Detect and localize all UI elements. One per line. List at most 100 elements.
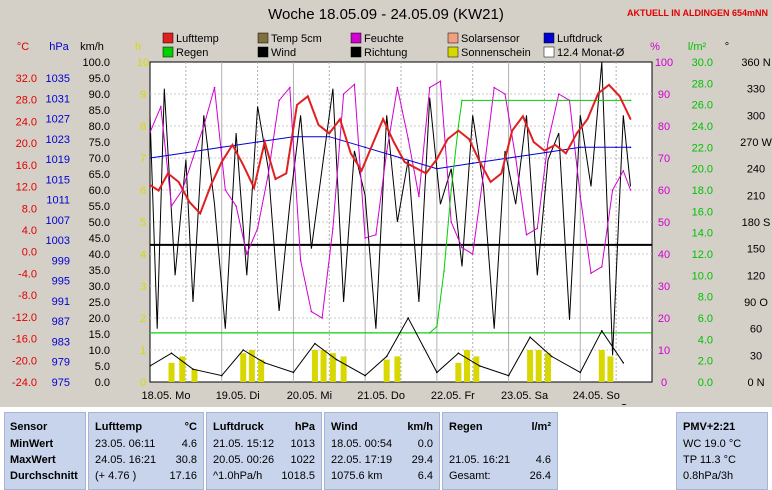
- percent-tick-label: 80: [658, 121, 670, 133]
- data-point: [342, 93, 345, 95]
- rain-tick-label: 8.0: [698, 292, 713, 304]
- data-point: [371, 144, 374, 146]
- speed-tick-label: 55.0: [89, 201, 110, 213]
- legend-label: Regen: [176, 47, 208, 59]
- data-point: [263, 141, 266, 143]
- data-point: [557, 93, 560, 95]
- hour-tick-label: 0: [140, 377, 146, 389]
- data-point: [364, 374, 366, 377]
- data-point: [296, 104, 298, 106]
- rain-tick-label: 26.0: [692, 100, 713, 112]
- plot-layer: [150, 62, 652, 382]
- sunshine-bar: [311, 350, 318, 382]
- pressure-unit: hPa: [294, 421, 315, 433]
- data-point: [242, 164, 245, 166]
- speed-tick-label: 20.0: [89, 313, 110, 325]
- weather-chart: 32.028.024.020.016.012.08.04.00.0-4.0-8.…: [12, 32, 772, 405]
- pressure-avg-value: 1018.5: [281, 470, 315, 482]
- data-point: [407, 138, 409, 140]
- wind-avg-value: 6.4: [417, 470, 433, 482]
- humidity-line: [150, 80, 631, 319]
- temp-max-time: 24.05. 16:21: [95, 454, 157, 466]
- data-point: [611, 189, 614, 191]
- percent-tick-label: 90: [658, 89, 670, 101]
- data-point: [150, 365, 151, 367]
- data-point: [321, 317, 323, 319]
- pressure-tick-label: 1019: [46, 154, 70, 166]
- data-point: [618, 95, 621, 98]
- rain-tick-label: 2.0: [698, 356, 713, 368]
- data-point: [267, 173, 270, 175]
- percent-tick-label: 20: [658, 313, 670, 325]
- data-point: [306, 95, 309, 98]
- data-point: [289, 86, 291, 89]
- data-point: [167, 172, 169, 175]
- data-point: [150, 184, 151, 186]
- data-point: [461, 99, 463, 102]
- rain-line: [150, 99, 631, 334]
- data-point: [150, 332, 151, 334]
- sunshine-bar: [240, 353, 247, 382]
- pressure-tick-label: 983: [52, 336, 70, 348]
- degree-tick-label: 30: [750, 350, 762, 362]
- degree-tick-label: 210: [747, 190, 765, 202]
- pressure-head: Luftdruck: [213, 421, 264, 433]
- data-point: [443, 270, 445, 272]
- hour-tick-label: 1: [140, 345, 146, 357]
- rain-tick-label: 6.0: [698, 313, 713, 325]
- data-point: [428, 332, 431, 334]
- data-point: [457, 352, 460, 355]
- data-point: [550, 355, 553, 358]
- data-point: [220, 146, 223, 149]
- rain-max-value: 4.6: [535, 454, 551, 466]
- temp-tick-label: 20.0: [16, 138, 37, 150]
- speed-tick-label: 90.0: [89, 89, 110, 101]
- data-point: [192, 368, 194, 371]
- pmv-line-2: TP 11.3 °C: [683, 454, 736, 466]
- sunshine-bar: [320, 350, 327, 382]
- data-point: [292, 135, 295, 138]
- pmv-head: PMV+2:21: [683, 421, 736, 433]
- pmv-column: PMV+2:21 WC 19.0 °C TP 11.3 °C 0.8hPa/3h: [676, 412, 768, 490]
- current-time-marker: [621, 404, 627, 405]
- data-point: [457, 125, 460, 127]
- rain-total-label: Gesamt:: [449, 470, 491, 482]
- sunshine-bar: [545, 353, 552, 382]
- temp-min-time: 23.05. 06:11: [95, 438, 156, 450]
- legend-swatch: [257, 46, 269, 58]
- legend-label: Feuchte: [364, 33, 404, 45]
- data-point: [292, 371, 295, 374]
- data-point: [328, 135, 331, 138]
- rain-tick-label: 18.0: [692, 185, 713, 197]
- sunshine-bar: [535, 350, 542, 382]
- wind-min-value: 0.0: [417, 438, 433, 450]
- wind-head: Wind: [331, 421, 358, 433]
- hour-tick-label: 5: [140, 217, 146, 229]
- temp-tick-label: 16.0: [16, 160, 37, 172]
- day-label: 20.05. Mi: [287, 390, 332, 402]
- data-point: [278, 99, 280, 102]
- data-point: [450, 221, 453, 223]
- legend-label: Luftdruck: [557, 33, 603, 45]
- temp-avg-note: (+ 4.76 ): [95, 470, 137, 482]
- axis-unit-right: %: [650, 41, 660, 53]
- data-point: [185, 151, 187, 154]
- data-point: [192, 157, 194, 159]
- data-point: [385, 150, 388, 153]
- data-point: [393, 141, 395, 143]
- data-point: [375, 234, 377, 236]
- data-point: [532, 141, 535, 143]
- percent-tick-label: 70: [658, 153, 670, 165]
- sunshine-bar: [527, 350, 534, 382]
- data-point: [360, 169, 363, 172]
- sunshine-bar: [179, 356, 186, 382]
- speed-tick-label: 30.0: [89, 281, 110, 293]
- pressure-tick-label: 979: [52, 357, 70, 369]
- pmv-line-3: 0.8hPa/3h: [683, 470, 734, 482]
- rain-tick-label: 22.0: [692, 142, 713, 154]
- legend-swatch: [162, 32, 174, 44]
- temp-avg-value: 17.16: [169, 470, 197, 482]
- data-point: [335, 358, 338, 361]
- data-point: [601, 330, 603, 332]
- data-point: [188, 201, 191, 203]
